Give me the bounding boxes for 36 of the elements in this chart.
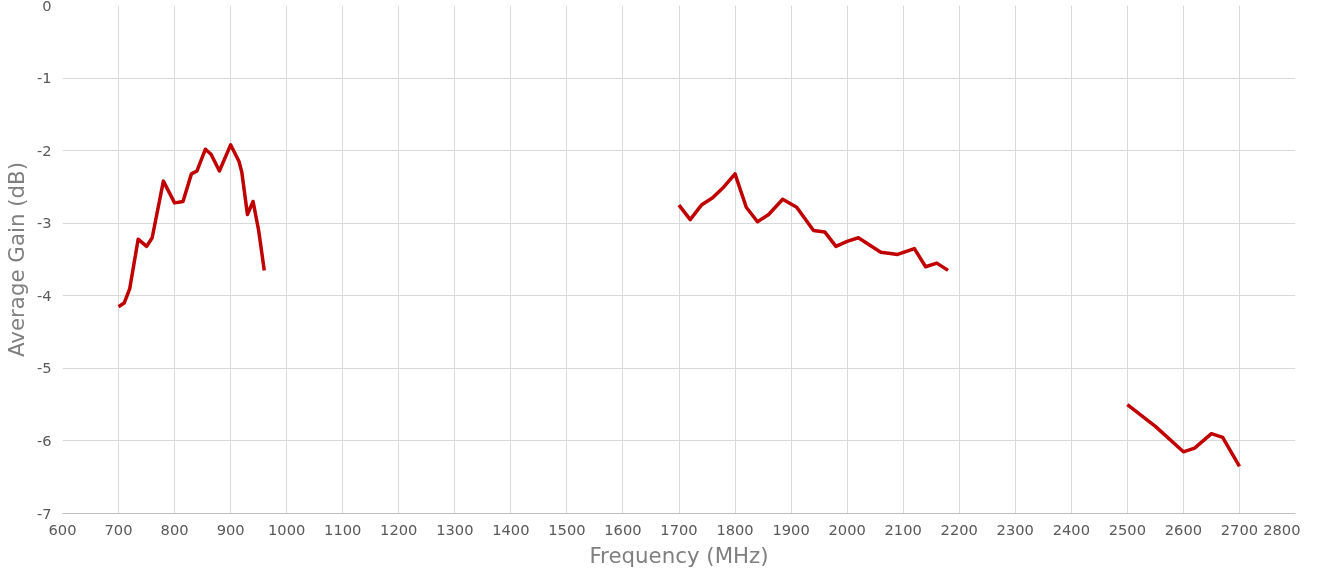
y-axis-title: Average Gain (dB)	[3, 162, 29, 357]
x-tick-label: 1600	[604, 520, 642, 538]
x-tick-label: 2100	[884, 520, 922, 538]
line-series	[1125, 402, 1242, 469]
x-tick-label: 1400	[492, 520, 530, 538]
line-series	[677, 172, 950, 273]
x-tick-label: 2200	[940, 520, 978, 538]
y-tick-label: -6	[36, 431, 52, 449]
y-tick-label: -5	[36, 359, 52, 377]
x-tick-label: 1100	[324, 520, 362, 538]
x-tick-label: 900	[216, 520, 245, 538]
x-tick-label: 1200	[380, 520, 418, 538]
x-tick-label: 2000	[828, 520, 866, 538]
x-tick-label: 700	[104, 520, 133, 538]
y-tick-label: -2	[36, 141, 52, 159]
y-tick-label: -7	[36, 504, 52, 522]
y-tick-label: 0	[42, 0, 52, 14]
y-tick-label: -4	[36, 286, 52, 304]
x-tick-label: 1000	[268, 520, 306, 538]
x-tick-label: 1300	[436, 520, 474, 538]
x-tick-label: 2800	[1263, 520, 1301, 538]
x-tick-label: 2600	[1164, 520, 1203, 538]
x-tick-label: 2400	[1052, 520, 1090, 538]
x-tick-label: 1500	[548, 520, 586, 538]
x-tick-label: 2300	[996, 520, 1034, 538]
y-tick-label: -3	[36, 214, 52, 232]
y-tick-label: -1	[36, 69, 52, 87]
x-tick-label: 600	[48, 520, 77, 538]
x-tick-label: 800	[160, 520, 189, 538]
x-axis-title: Frequency (MHz)	[589, 542, 769, 568]
x-tick-label: 2500	[1108, 520, 1147, 538]
x-tick-label: 1800	[716, 520, 754, 538]
x-tick-label: 1900	[772, 520, 810, 538]
x-tick-label: 2700	[1220, 520, 1259, 538]
x-tick-label: 1700	[660, 520, 698, 538]
line-series	[116, 143, 267, 309]
